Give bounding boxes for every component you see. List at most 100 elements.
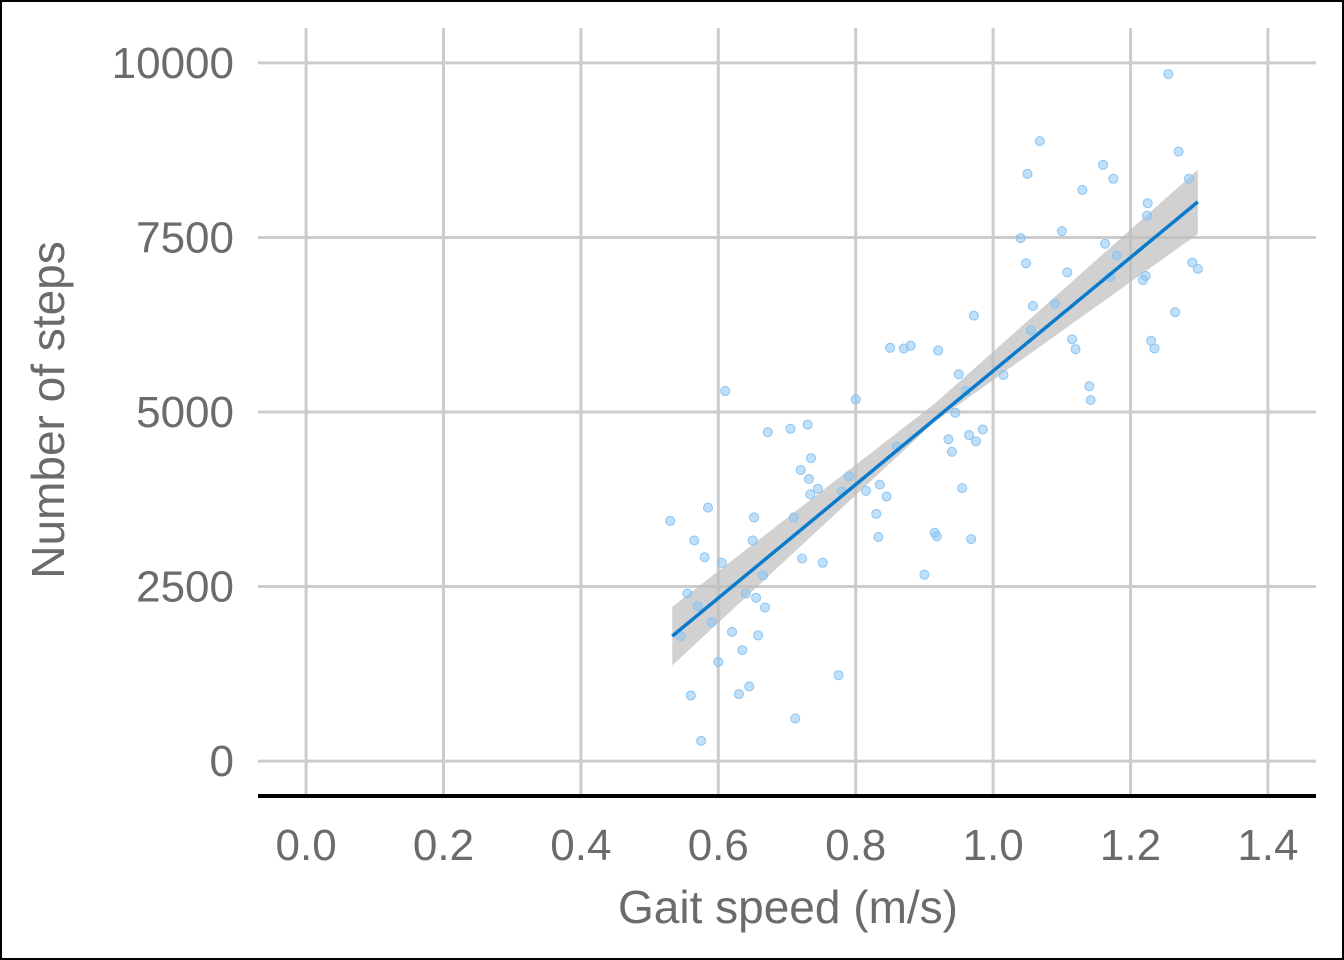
data-point: [919, 569, 930, 580]
x-tick-label: 0.4: [550, 821, 611, 870]
data-point: [737, 645, 748, 656]
data-point: [881, 491, 892, 502]
data-point: [790, 713, 801, 724]
data-point: [833, 670, 844, 681]
regression-line-group: [671, 200, 1199, 638]
data-point: [874, 479, 885, 490]
data-point: [966, 534, 977, 545]
data-point: [1077, 184, 1088, 195]
data-point: [1192, 263, 1203, 274]
data-point: [760, 602, 771, 613]
data-point: [757, 570, 768, 581]
x-tick-labels: 0.0 0.2 0.4 0.6 0.8 1.0 1.2 1.4: [276, 821, 1299, 870]
data-point: [702, 502, 713, 513]
data-point: [1098, 159, 1109, 170]
data-point: [1170, 307, 1181, 318]
data-point: [871, 508, 882, 519]
data-point: [1027, 300, 1038, 311]
y-tick-label: 7500: [136, 213, 234, 262]
y-tick-label: 0: [210, 737, 234, 786]
y-tick-label: 10000: [112, 39, 234, 88]
data-point: [762, 427, 773, 438]
data-point: [749, 512, 760, 523]
data-point: [1022, 168, 1033, 179]
grid-lines: [258, 28, 1316, 796]
data-point: [689, 535, 700, 546]
y-axis-title: Number of steps: [22, 241, 74, 578]
data-point: [805, 489, 816, 500]
data-point: [797, 553, 808, 564]
data-point: [1015, 233, 1026, 244]
data-point: [747, 535, 758, 546]
data-point: [720, 386, 731, 397]
data-point: [1140, 270, 1151, 281]
data-point: [806, 453, 817, 464]
data-point: [861, 485, 872, 496]
data-point: [1056, 226, 1067, 237]
data-point: [946, 446, 957, 457]
data-point: [751, 592, 762, 603]
x-axis-title: Gait speed (m/s): [618, 881, 958, 933]
data-point: [727, 626, 738, 637]
regression-line: [671, 200, 1199, 638]
data-point: [1141, 210, 1152, 221]
x-tick-label: 0.2: [413, 821, 474, 870]
data-point: [950, 407, 961, 418]
data-point: [1111, 250, 1122, 261]
data-point: [1049, 298, 1060, 309]
y-tick-labels: 0 2500 5000 7500 10000: [112, 39, 234, 786]
data-point: [953, 369, 964, 380]
data-point: [943, 434, 954, 445]
data-point: [803, 474, 814, 485]
data-point: [1100, 238, 1111, 249]
data-point: [1163, 69, 1174, 80]
data-point: [802, 419, 813, 430]
data-point: [692, 601, 703, 612]
data-point: [931, 531, 942, 542]
data-point: [977, 424, 988, 435]
data-point: [1025, 325, 1036, 336]
data-points: [665, 69, 1203, 746]
data-point: [706, 617, 717, 628]
data-point: [753, 630, 764, 641]
data-point: [1173, 146, 1184, 157]
data-point: [716, 557, 727, 568]
data-point: [785, 423, 796, 434]
x-tick-label: 1.0: [963, 821, 1024, 870]
data-point: [740, 588, 751, 599]
x-tick-label: 1.2: [1100, 821, 1161, 870]
data-point: [1034, 136, 1045, 147]
data-point: [970, 436, 981, 447]
data-point: [713, 656, 724, 667]
data-point: [850, 394, 861, 405]
data-point: [812, 483, 823, 494]
x-tick-label: 1.4: [1237, 821, 1298, 870]
data-point: [843, 471, 854, 482]
data-point: [817, 557, 828, 568]
data-point: [1187, 257, 1198, 268]
data-point: [1108, 173, 1119, 184]
data-point: [744, 681, 755, 692]
data-point: [733, 689, 744, 700]
data-point: [933, 345, 944, 356]
data-point: [1062, 267, 1073, 278]
data-point: [957, 483, 968, 494]
data-point: [675, 631, 686, 642]
x-tick-label: 0.0: [276, 821, 337, 870]
data-point: [1149, 343, 1160, 354]
data-point: [998, 369, 1009, 380]
data-point: [1070, 344, 1081, 355]
data-point: [873, 531, 884, 542]
data-point: [1142, 198, 1153, 209]
data-point: [1021, 258, 1032, 269]
data-point: [885, 342, 896, 353]
data-point: [968, 310, 979, 321]
data-point: [696, 735, 707, 746]
data-point: [788, 512, 799, 523]
data-point: [964, 430, 975, 441]
data-point: [905, 340, 916, 351]
y-tick-label: 5000: [136, 388, 234, 437]
data-point: [1085, 395, 1096, 406]
